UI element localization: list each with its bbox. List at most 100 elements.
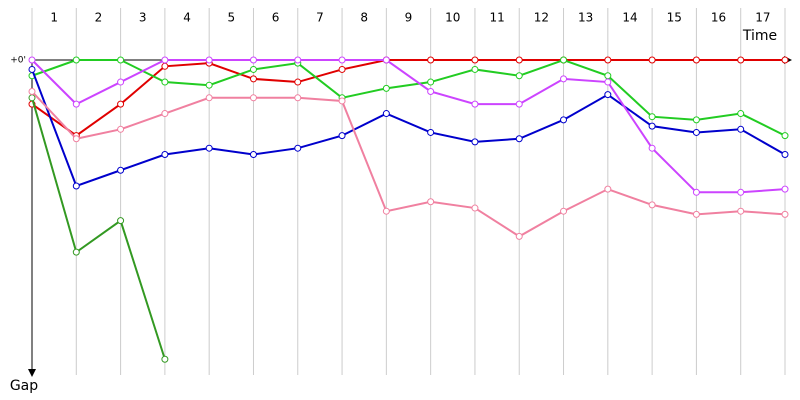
data-point (648, 144, 656, 152)
data-point (692, 116, 700, 124)
x-tick-label: 15 (667, 11, 682, 25)
data-point (72, 100, 80, 108)
data-point (117, 78, 125, 86)
x-tick-label: 13 (578, 11, 593, 25)
data-point (604, 56, 612, 64)
data-point (781, 210, 789, 218)
data-point (781, 151, 789, 158)
data-point (560, 75, 568, 83)
x-tick-label: 8 (360, 11, 368, 25)
data-point (560, 116, 568, 124)
data-point (427, 198, 435, 206)
data-point (205, 144, 213, 152)
data-point (161, 110, 169, 118)
data-point (72, 248, 80, 256)
data-point (249, 65, 257, 73)
data-point (382, 84, 390, 92)
data-point (781, 132, 789, 140)
data-point (117, 217, 125, 225)
data-point (117, 56, 125, 64)
series-line (31, 58, 786, 137)
data-point (648, 122, 656, 130)
data-point (72, 135, 80, 143)
series-line (31, 59, 786, 194)
data-point (737, 125, 745, 133)
x-tick-label: 17 (755, 11, 770, 25)
data-point (515, 72, 523, 80)
x-tick-label: 4 (183, 11, 191, 25)
data-point (737, 188, 745, 196)
data-point (560, 56, 568, 64)
data-point (338, 97, 346, 105)
data-point (28, 65, 36, 73)
data-point (294, 144, 302, 152)
data-point (161, 355, 169, 363)
data-point (515, 135, 523, 143)
x-tick-label: 16 (711, 11, 726, 25)
x-tick-label: 1 (50, 11, 58, 25)
x-tick-label: 5 (228, 11, 236, 25)
data-point (648, 56, 656, 64)
x-tick-label: 10 (445, 11, 460, 25)
data-point (205, 56, 213, 64)
data-point (471, 138, 479, 146)
data-point (604, 91, 612, 99)
x-tick-label: 9 (405, 11, 413, 25)
data-point (249, 75, 257, 83)
data-point (515, 100, 523, 108)
data-point (338, 56, 346, 64)
data-point (117, 125, 125, 133)
x-tick-label: 6 (272, 11, 280, 25)
data-point (161, 56, 169, 64)
data-point (382, 110, 390, 118)
x-tick-label: 12 (534, 11, 549, 25)
data-point (471, 100, 479, 108)
data-point (737, 56, 745, 64)
data-point (427, 128, 435, 136)
data-point (737, 110, 745, 118)
y-axis-label: Gap (10, 378, 38, 394)
data-point (471, 204, 479, 212)
data-point (117, 100, 125, 108)
data-point (117, 166, 125, 174)
series-line (31, 59, 785, 137)
data-point (515, 232, 523, 240)
data-point (72, 56, 80, 64)
data-point (249, 151, 257, 158)
series-line (31, 97, 166, 360)
data-point (781, 56, 789, 64)
x-axis-label: Time (742, 28, 777, 44)
data-point (294, 78, 302, 86)
data-point (294, 94, 302, 102)
data-point (338, 132, 346, 140)
data-point (604, 78, 612, 86)
y-tick-label: +0' (10, 56, 26, 66)
data-point (692, 210, 700, 218)
data-point (161, 151, 169, 158)
data-point (249, 94, 257, 102)
data-point (692, 188, 700, 196)
data-point (471, 65, 479, 73)
data-point (648, 113, 656, 121)
data-point (648, 201, 656, 209)
x-tick-label: 7 (316, 11, 324, 25)
data-point (382, 56, 390, 64)
data-point (161, 78, 169, 86)
data-point (427, 78, 435, 86)
data-point (692, 128, 700, 136)
data-point (692, 56, 700, 64)
x-tick-label: 14 (622, 11, 637, 25)
data-point (338, 65, 346, 73)
data-point (604, 72, 612, 80)
data-point (737, 207, 745, 215)
data-point (205, 81, 213, 89)
data-point (249, 56, 257, 64)
data-point (205, 94, 213, 102)
series-line (31, 69, 786, 188)
x-tick-label: 3 (139, 11, 147, 25)
data-point (781, 185, 789, 193)
x-tick-label: 2 (95, 11, 103, 25)
series-line (31, 90, 786, 238)
data-point (382, 207, 390, 215)
